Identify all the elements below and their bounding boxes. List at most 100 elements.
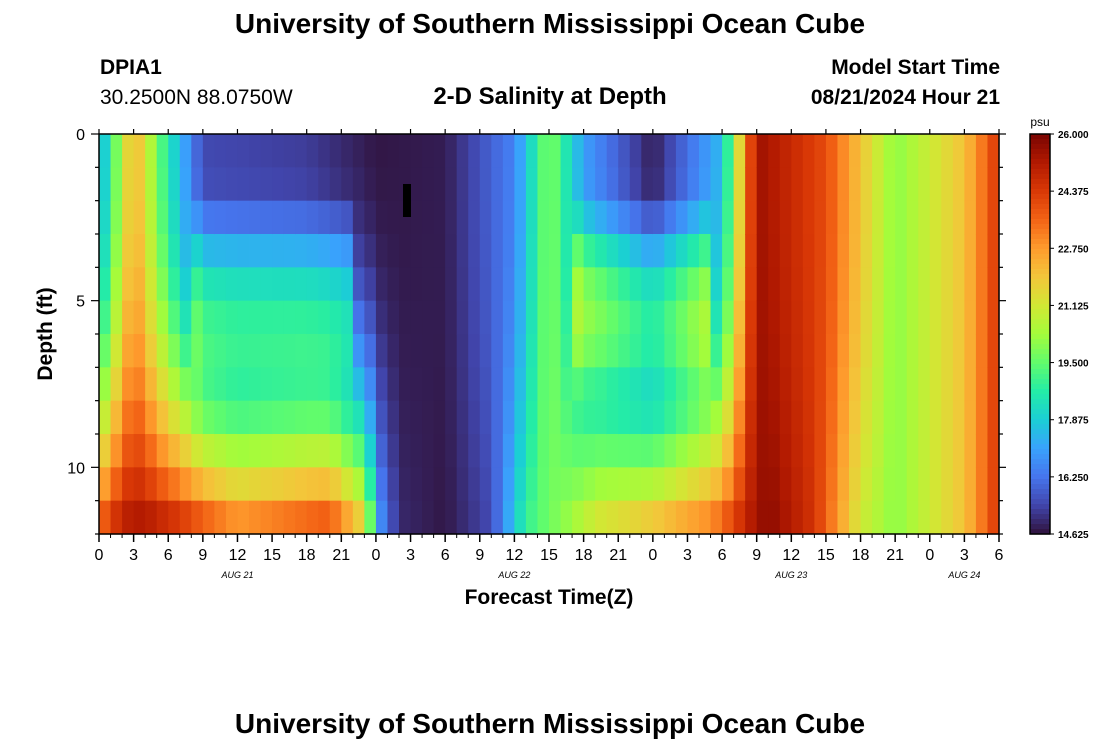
heatmap-cell <box>733 467 746 502</box>
heatmap-cell <box>133 134 146 168</box>
heatmap-cell <box>733 500 746 535</box>
heatmap-cell <box>722 267 735 302</box>
heatmap-cell <box>964 267 977 302</box>
colorbar-unit: psu <box>1030 115 1049 129</box>
heatmap-cell <box>733 267 746 302</box>
heatmap-cell <box>283 434 296 468</box>
heatmap-cell <box>860 334 873 368</box>
heatmap-cell <box>872 434 885 468</box>
heatmap-cell <box>502 434 515 468</box>
heatmap-cell <box>249 134 262 168</box>
heatmap-cell <box>572 400 585 435</box>
heatmap-cell <box>99 467 112 502</box>
heatmap-cell <box>260 200 273 235</box>
heatmap-cell <box>722 234 735 268</box>
heatmap-cell <box>675 434 689 468</box>
heatmap-cell <box>318 267 331 302</box>
heatmap-cell <box>283 167 296 202</box>
heatmap-cell <box>814 300 827 335</box>
colorbar-swatch <box>1030 144 1050 150</box>
heatmap-cell <box>306 400 319 435</box>
heatmap-cell <box>225 200 239 235</box>
heatmap-cell <box>122 500 135 535</box>
heatmap-cell <box>860 234 873 268</box>
heatmap-cell <box>883 167 896 202</box>
heatmap-cell <box>202 367 215 402</box>
heatmap-cell <box>964 234 977 268</box>
heatmap-cell <box>687 367 700 402</box>
heatmap-cell <box>145 334 158 368</box>
heatmap-cell <box>710 234 723 268</box>
heatmap-cell <box>860 267 873 302</box>
heatmap-cell <box>537 334 550 368</box>
heatmap-cell <box>502 134 515 168</box>
heatmap-cell <box>929 134 942 168</box>
colorbar-swatch <box>1030 179 1050 185</box>
heatmap-cell <box>699 334 712 368</box>
heatmap-cell <box>375 467 389 502</box>
heatmap-cell <box>399 234 412 268</box>
heatmap-cell <box>964 467 977 502</box>
heatmap-cell <box>145 200 158 235</box>
heatmap-cell <box>179 400 192 435</box>
heatmap-cell <box>606 400 619 435</box>
heatmap-cell <box>537 367 550 402</box>
y-tick-label: 0 <box>76 127 85 144</box>
heatmap-cell <box>433 467 446 502</box>
heatmap-cell <box>906 200 919 235</box>
heatmap-cell <box>364 367 377 402</box>
heatmap-cell <box>214 234 227 268</box>
heatmap-cell <box>341 134 354 168</box>
heatmap-cell <box>814 467 827 502</box>
heatmap-cell <box>837 334 850 368</box>
heatmap-cell <box>283 400 296 435</box>
heatmap-cell <box>156 234 169 268</box>
heatmap-cell <box>225 234 239 268</box>
heatmap-cell <box>387 467 400 502</box>
heatmap-cell <box>422 500 435 535</box>
heatmap-cell <box>122 367 135 402</box>
x-tick-label: 9 <box>475 547 484 564</box>
heatmap-cell <box>329 234 342 268</box>
heatmap-cell <box>341 367 354 402</box>
heatmap-cell <box>306 334 319 368</box>
heatmap-cell <box>502 467 515 502</box>
heatmap-cell <box>156 300 169 335</box>
colorbar-swatch <box>1030 299 1050 305</box>
colorbar-swatch <box>1030 409 1050 415</box>
heatmap-cell <box>99 367 112 402</box>
heatmap-cell <box>399 300 412 335</box>
heatmap-cell <box>525 334 539 368</box>
heatmap-cell <box>883 334 896 368</box>
colorbar-swatch <box>1030 494 1050 500</box>
colorbar-swatch <box>1030 239 1050 245</box>
heatmap-cell <box>191 467 204 502</box>
heatmap-cell <box>318 400 331 435</box>
colorbar-tick-label: 24.375 <box>1058 187 1089 198</box>
colorbar-swatch <box>1030 149 1050 155</box>
heatmap-cell <box>179 334 192 368</box>
heatmap-cell <box>145 267 158 302</box>
heatmap-cell <box>641 234 654 268</box>
colorbar-swatch <box>1030 359 1050 365</box>
heatmap-cell <box>514 367 527 402</box>
heatmap-cell <box>837 367 850 402</box>
heatmap-cell <box>122 467 135 502</box>
heatmap-cell <box>583 234 596 268</box>
heatmap-cell <box>341 234 354 268</box>
heatmap-cell <box>156 434 169 468</box>
heatmap-cell <box>929 500 942 535</box>
heatmap-cell <box>756 367 769 402</box>
heatmap-cell <box>837 434 850 468</box>
heatmap-cell <box>883 300 896 335</box>
heatmap-cell <box>133 200 146 235</box>
heatmap-cell <box>918 267 931 302</box>
heatmap-cell <box>202 134 215 168</box>
heatmap-cell <box>387 234 400 268</box>
heatmap-cell <box>652 300 665 335</box>
heatmap-cell <box>652 434 665 468</box>
heatmap-cell <box>99 400 112 435</box>
heatmap-cell <box>802 500 815 535</box>
heatmap-cell <box>525 300 539 335</box>
heatmap-cell <box>341 400 354 435</box>
